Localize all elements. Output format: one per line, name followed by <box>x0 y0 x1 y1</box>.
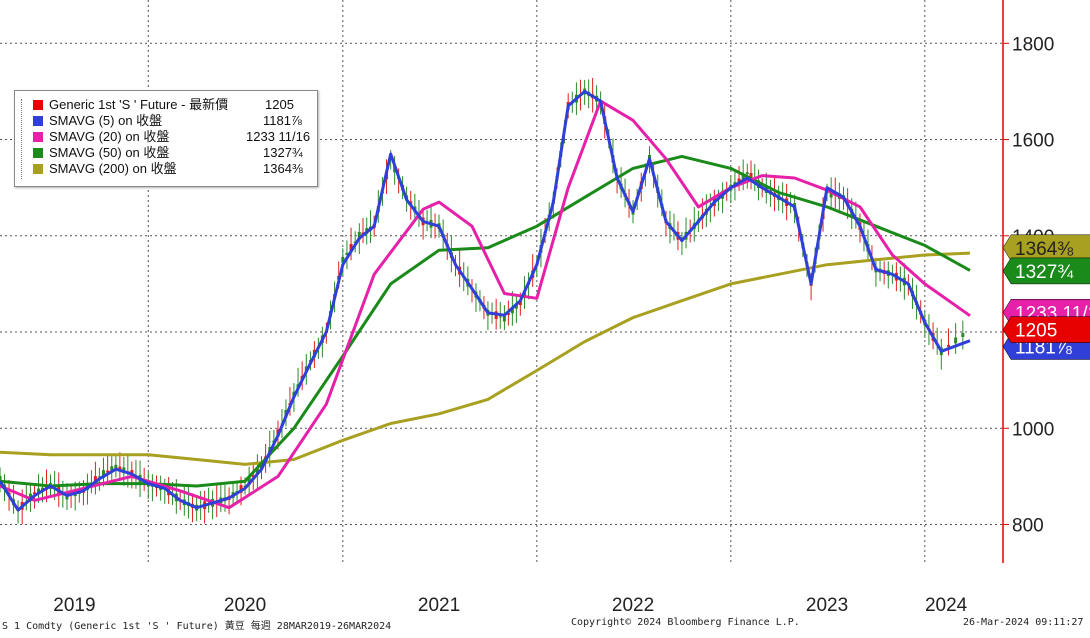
legend-value-sma5: 1181⅞ <box>263 113 302 128</box>
candle-body <box>247 477 251 486</box>
sma200-line <box>0 251 971 466</box>
y-tick-label: 1000 <box>1012 419 1054 440</box>
value-tag-0 <box>1002 316 1090 343</box>
candle-body <box>946 344 950 347</box>
candle-body <box>745 172 749 175</box>
x-tick-label: 2021 <box>418 595 460 616</box>
candle-body <box>502 313 506 322</box>
value-tag-label-4: 1364⅜ <box>1015 239 1073 260</box>
legend-value-sma20: 1233 11/16 <box>246 129 311 144</box>
value-tag-3 <box>1002 257 1090 285</box>
x-tick-label: 2022 <box>612 595 654 616</box>
candle-body <box>345 252 349 255</box>
sma20-line <box>0 99 971 510</box>
candle-body <box>498 316 502 318</box>
value-tag-4 <box>1002 234 1090 262</box>
candle-body <box>737 178 741 183</box>
candle-body <box>102 470 106 478</box>
legend-value-sma50: 1327¾ <box>263 145 303 160</box>
legend-label-sma5: SMAVG (5) on 收盤 <box>49 113 163 128</box>
candle-body <box>349 243 353 252</box>
x-tick-label: 2019 <box>53 595 95 616</box>
legend-label-sma50: SMAVG (50) on 收盤 <box>49 145 170 160</box>
candle-body <box>114 464 118 469</box>
value-tag-label-3: 1327¾ <box>1015 262 1074 283</box>
candle-body <box>106 470 110 473</box>
y-tick-label: 1800 <box>1012 34 1054 55</box>
sma50-line <box>0 154 971 488</box>
candle-body <box>118 466 122 471</box>
candle-body <box>239 485 243 493</box>
legend-value-price: 1205 <box>265 97 294 112</box>
candle-body <box>514 304 518 309</box>
candle-body <box>741 173 745 180</box>
x-tick-label: 2023 <box>806 595 848 616</box>
footer-timestamp: 26-Mar-2024 09:11:27 <box>963 617 1084 628</box>
footer-copyright: Copyright© 2024 Bloomberg Finance L.P. <box>571 617 800 628</box>
candle-body <box>357 231 361 240</box>
footer-ticker: S 1 Comdty (Generic 1st 'S ' Future) 黃豆 … <box>2 621 392 632</box>
legend-swatch-sma50 <box>33 148 43 158</box>
candle-body <box>749 172 753 181</box>
candle-body <box>518 301 522 306</box>
x-tick-label: 2024 <box>925 595 968 616</box>
candle-body <box>961 333 965 337</box>
candle-body <box>341 256 345 263</box>
candle-body <box>255 468 259 475</box>
legend-label-sma20: SMAVG (20) on 收盤 <box>49 129 170 144</box>
legend-label-price: Generic 1st 'S ' Future - 最新價 <box>49 97 229 112</box>
legend-value-sma200: 1364⅜ <box>263 161 303 176</box>
legend-tree-connector <box>21 99 32 179</box>
candle-body <box>0 475 2 482</box>
candle-body <box>954 337 958 344</box>
candle-body <box>110 466 114 473</box>
sma5-line <box>0 89 971 512</box>
candle-body <box>37 488 41 495</box>
candle-body <box>506 313 510 315</box>
legend-label-sma200: SMAVG (200) on 收盤 <box>49 161 177 176</box>
legend-swatch-sma200 <box>33 164 43 174</box>
legend-swatch-sma20 <box>33 132 43 142</box>
candle-body <box>251 475 255 478</box>
value-tag-label-0: 1205 <box>1015 321 1057 342</box>
y-tick-label: 1600 <box>1012 131 1054 152</box>
candle-body <box>510 307 514 314</box>
candle-body <box>97 476 101 478</box>
legend-swatch-price <box>33 100 43 110</box>
legend-swatch-sma5 <box>33 116 43 126</box>
candle-body <box>33 492 37 495</box>
chart-legend: Generic 1st 'S ' Future - 最新價 1205 SMAVG… <box>14 90 318 187</box>
y-tick-label: 800 <box>1012 516 1044 537</box>
x-tick-label: 2020 <box>224 595 266 616</box>
